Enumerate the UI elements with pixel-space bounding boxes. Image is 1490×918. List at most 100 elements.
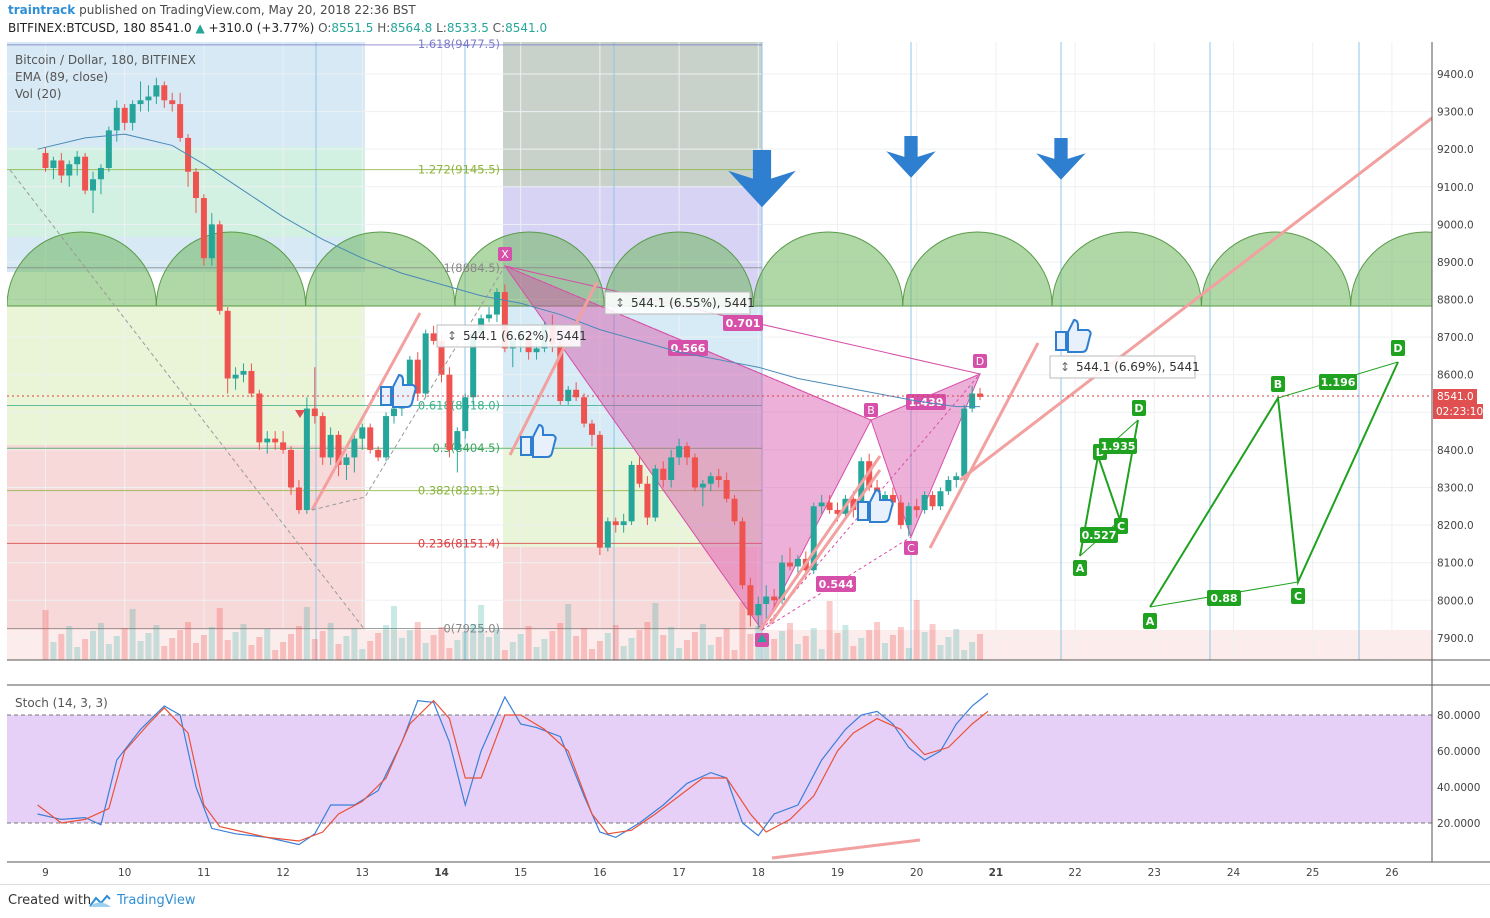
price-tick: 8800.0: [1437, 295, 1474, 307]
volume-bar: [462, 632, 469, 660]
candle-body: [779, 562, 786, 601]
thumbs-up-icon: [1055, 318, 1092, 353]
candle-body: [565, 389, 572, 402]
volume-bar: [533, 647, 540, 660]
fib-retracement: 1.272(9145.5) 1(8884.5) 0.618(8518.0) 0.5(8…: [7, 37, 762, 635]
candle-body: [581, 397, 588, 424]
chart-canvas[interactable]: 1.272(9145.5) 1(8884.5) 0.618(8518.0) 0.5(8…: [0, 0, 1490, 884]
candle-body: [945, 479, 952, 492]
candle-body: [224, 310, 231, 379]
candle-body: [200, 198, 207, 259]
close-label: C:: [492, 21, 506, 35]
trend-line: [768, 469, 882, 625]
candle-body: [921, 495, 928, 511]
measure-box: [1049, 355, 1196, 379]
time-tick: 10: [118, 867, 131, 879]
volume-bar: [90, 631, 97, 660]
volume-bar: [929, 624, 936, 660]
candle-body: [866, 461, 873, 488]
candle-body: [628, 464, 635, 522]
volume-bar: [113, 636, 120, 660]
volume-bar: [826, 601, 833, 660]
candle-body: [351, 438, 358, 458]
candle-body: [604, 521, 611, 548]
volume-bar: [866, 630, 873, 660]
candle-body: [375, 449, 382, 458]
stoch-trend-line: [771, 838, 921, 860]
volume-bar: [129, 609, 136, 660]
price-tick: 8300.0: [1437, 482, 1474, 494]
volume-bars: [42, 600, 984, 660]
pattern-point-label: X: [501, 248, 509, 261]
volume-bar: [311, 639, 318, 660]
candle-body: [937, 491, 944, 507]
volume-bar: [478, 605, 485, 660]
time-tick: 16: [593, 867, 607, 879]
candle-body: [248, 370, 255, 394]
tradingview-link[interactable]: TradingView: [117, 893, 196, 908]
zone-gray: [503, 42, 762, 187]
volume-bar: [351, 628, 358, 660]
volume-bar: [343, 636, 350, 660]
volume-bar: [256, 637, 263, 660]
candle-body: [390, 408, 397, 417]
pattern-point-box: [904, 541, 918, 555]
price-tick: 8100.0: [1437, 558, 1474, 570]
candle-body: [422, 333, 429, 394]
volume-bar: [525, 626, 532, 660]
candle-body: [588, 423, 595, 435]
candle-body: [280, 442, 287, 450]
volume-bar: [454, 640, 461, 660]
legend-ema: EMA (89, close): [15, 70, 108, 84]
volume-bar: [74, 647, 81, 660]
candle-body: [121, 107, 128, 123]
author-link[interactable]: traintrack: [8, 3, 76, 17]
volume-bar: [422, 643, 429, 660]
green-label: 0.527: [1082, 529, 1117, 542]
volume-bar: [82, 639, 89, 660]
candle-body: [818, 502, 825, 507]
price-tick: 9000.0: [1437, 219, 1474, 231]
time-cycles: [7, 231, 1432, 307]
candle-body: [367, 427, 374, 450]
volume-bar: [977, 634, 984, 660]
volume-bar: [612, 625, 619, 660]
stoch-tick: 20.0000: [1437, 818, 1480, 830]
created-with: Created with: [8, 893, 92, 908]
candle-body: [105, 130, 112, 168]
fib-label: 0.618(8518.0): [418, 399, 500, 413]
pattern-point-label: D: [976, 355, 984, 368]
volume-bar: [818, 649, 825, 660]
cycle-arc: [454, 231, 605, 307]
green-pattern-1: [1079, 419, 1139, 557]
volume-bar: [763, 647, 770, 660]
price-tick: 7900.0: [1437, 633, 1474, 645]
volume-bar: [295, 626, 302, 660]
candle-body: [652, 468, 659, 518]
ema-curve: [37, 133, 981, 408]
volume-bar: [779, 631, 786, 660]
candle-body: [319, 416, 326, 458]
green-label-box: [1099, 438, 1137, 454]
candle-body: [684, 446, 691, 458]
fib-label: 0.5(8404.5): [432, 441, 500, 455]
open-label: O:: [318, 21, 332, 35]
candle-body: [153, 85, 160, 97]
pattern-point-label: C: [907, 542, 915, 555]
candle-body: [192, 171, 199, 199]
volume-bar: [786, 623, 793, 660]
volume-bar: [588, 649, 595, 660]
candle-body: [929, 495, 936, 507]
volume-bar: [486, 637, 493, 660]
candle-body: [897, 502, 904, 526]
time-tick: 19: [831, 867, 844, 879]
stoch-k-line: [37, 692, 989, 846]
cycle-arc: [1350, 231, 1432, 307]
time-tick: 18: [752, 867, 765, 879]
volume-bar: [557, 623, 564, 660]
zone-pink2: [503, 547, 762, 630]
candle-body: [905, 506, 912, 526]
time-tick: 13: [356, 867, 369, 879]
measure-box: [604, 291, 751, 315]
candle-body: [216, 224, 223, 311]
